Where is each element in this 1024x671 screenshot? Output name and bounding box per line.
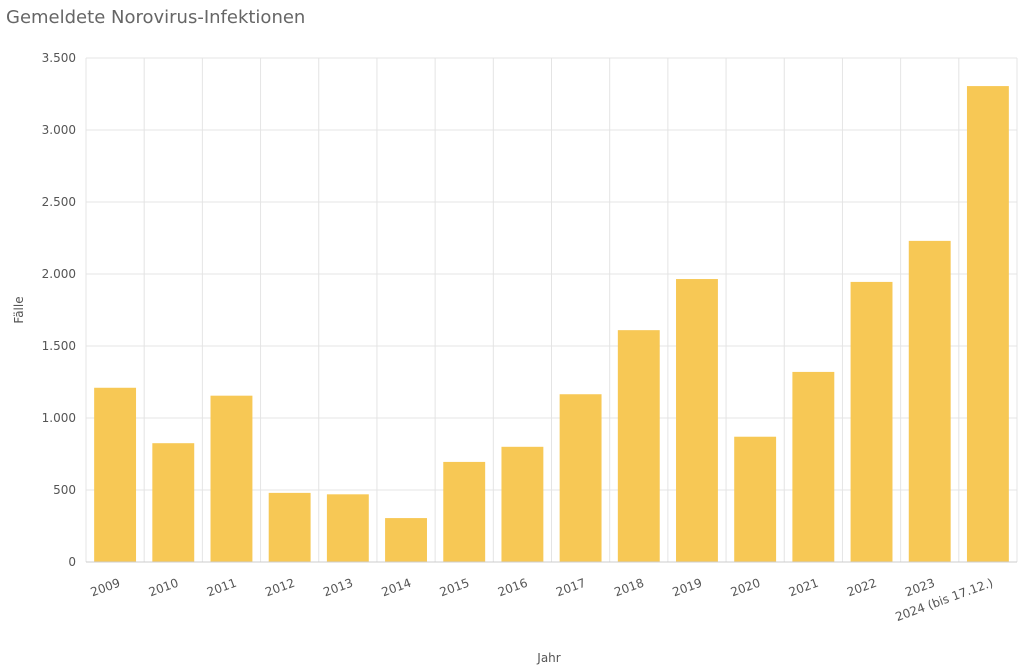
y-tick-label: 1.000 — [42, 411, 76, 425]
x-tick-label: 2020 — [729, 576, 762, 600]
bar — [268, 492, 311, 562]
y-tick-label: 3.500 — [42, 51, 76, 65]
bar — [734, 436, 777, 562]
y-tick-label: 2.500 — [42, 195, 76, 209]
bar — [152, 443, 195, 562]
x-tick-label: 2024 (bis 17.12.) — [893, 576, 994, 624]
bar — [908, 240, 951, 562]
y-axis-label: Fälle — [12, 296, 26, 323]
y-tick-label: 0 — [68, 555, 76, 569]
bar — [966, 86, 1009, 562]
bar — [326, 494, 369, 562]
x-tick-label: 2010 — [147, 576, 180, 600]
chart-title: Gemeldete Norovirus-Infektionen — [6, 7, 305, 28]
x-tick-label: 2013 — [321, 576, 354, 600]
x-tick-label: 2016 — [496, 576, 529, 600]
bar — [850, 281, 893, 562]
y-tick-label: 1.500 — [42, 339, 76, 353]
bar — [385, 518, 427, 562]
y-tick-label: 500 — [53, 483, 76, 497]
x-tick-label: 2011 — [205, 576, 238, 600]
x-tick-label: 2023 — [903, 576, 936, 600]
bar — [792, 371, 835, 562]
bar — [617, 330, 660, 562]
bar — [501, 446, 544, 562]
x-tick-label: 2015 — [438, 576, 471, 600]
bar — [443, 461, 486, 562]
x-tick-label: 2009 — [89, 576, 122, 600]
bar — [210, 395, 253, 562]
bar — [559, 394, 602, 562]
y-tick-label: 2.000 — [42, 267, 76, 281]
x-axis-label: Jahr — [536, 651, 560, 665]
x-tick-label: 2018 — [612, 576, 645, 600]
x-tick-label: 2012 — [263, 576, 296, 600]
bar — [94, 387, 137, 562]
y-tick-label: 3.000 — [42, 123, 76, 137]
x-tick-label: 2022 — [845, 576, 878, 600]
x-tick-label: 2021 — [787, 576, 820, 600]
bar — [676, 279, 718, 562]
x-tick-label: 2014 — [380, 576, 413, 600]
x-tick-label: 2019 — [671, 576, 704, 600]
x-tick-label: 2017 — [554, 576, 587, 600]
